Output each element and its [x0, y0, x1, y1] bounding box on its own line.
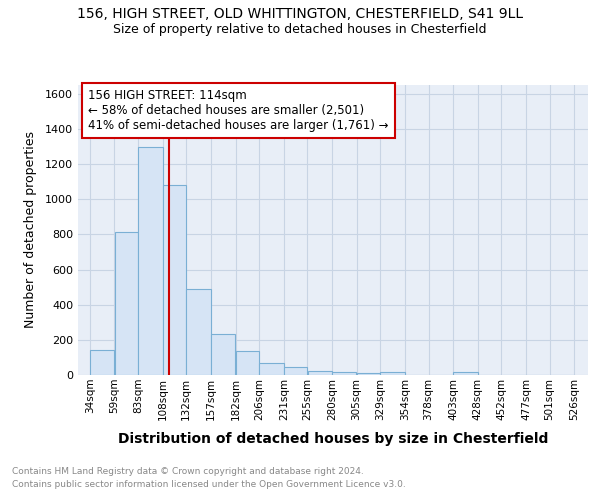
- Bar: [357, 373, 380, 375]
- Bar: [308, 370, 332, 375]
- Bar: [187, 289, 211, 375]
- Y-axis label: Number of detached properties: Number of detached properties: [23, 132, 37, 328]
- Text: Distribution of detached houses by size in Chesterfield: Distribution of detached houses by size …: [118, 432, 548, 446]
- Bar: [284, 367, 307, 375]
- Bar: [380, 372, 405, 375]
- Bar: [115, 232, 138, 375]
- Text: Size of property relative to detached houses in Chesterfield: Size of property relative to detached ho…: [113, 22, 487, 36]
- Bar: [332, 372, 356, 375]
- Text: 156, HIGH STREET, OLD WHITTINGTON, CHESTERFIELD, S41 9LL: 156, HIGH STREET, OLD WHITTINGTON, CHEST…: [77, 8, 523, 22]
- Text: 156 HIGH STREET: 114sqm
← 58% of detached houses are smaller (2,501)
41% of semi: 156 HIGH STREET: 114sqm ← 58% of detache…: [88, 90, 389, 132]
- Bar: [259, 362, 284, 375]
- Bar: [453, 372, 478, 375]
- Bar: [163, 185, 186, 375]
- Bar: [138, 148, 163, 375]
- Bar: [211, 334, 235, 375]
- Text: Contains public sector information licensed under the Open Government Licence v3: Contains public sector information licen…: [12, 480, 406, 489]
- Bar: [236, 352, 259, 375]
- Bar: [90, 350, 114, 375]
- Text: Contains HM Land Registry data © Crown copyright and database right 2024.: Contains HM Land Registry data © Crown c…: [12, 468, 364, 476]
